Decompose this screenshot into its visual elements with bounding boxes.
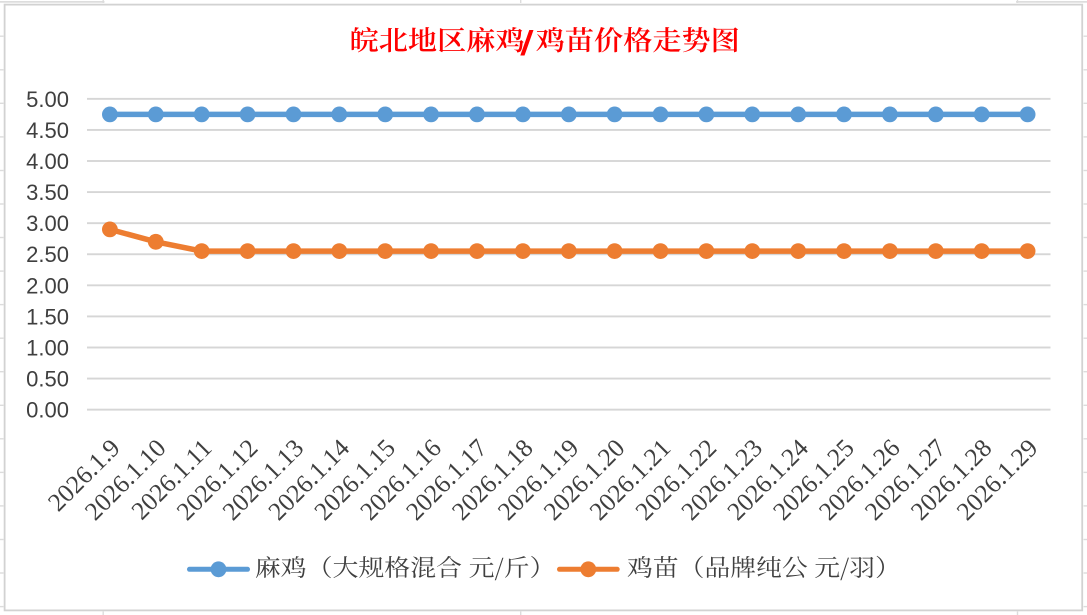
svg-text:1.50: 1.50 [26, 304, 69, 329]
svg-text:0.00: 0.00 [26, 398, 69, 423]
svg-text:1.00: 1.00 [26, 336, 69, 361]
svg-text:3.50: 3.50 [26, 180, 69, 205]
svg-text:3.00: 3.00 [26, 211, 69, 236]
svg-text:4.50: 4.50 [26, 118, 69, 143]
svg-text:4.00: 4.00 [26, 149, 69, 174]
svg-text:2.50: 2.50 [26, 242, 69, 267]
svg-text:5.00: 5.00 [26, 87, 69, 112]
svg-text:2.00: 2.00 [26, 273, 69, 298]
svg-text:0.50: 0.50 [26, 367, 69, 392]
